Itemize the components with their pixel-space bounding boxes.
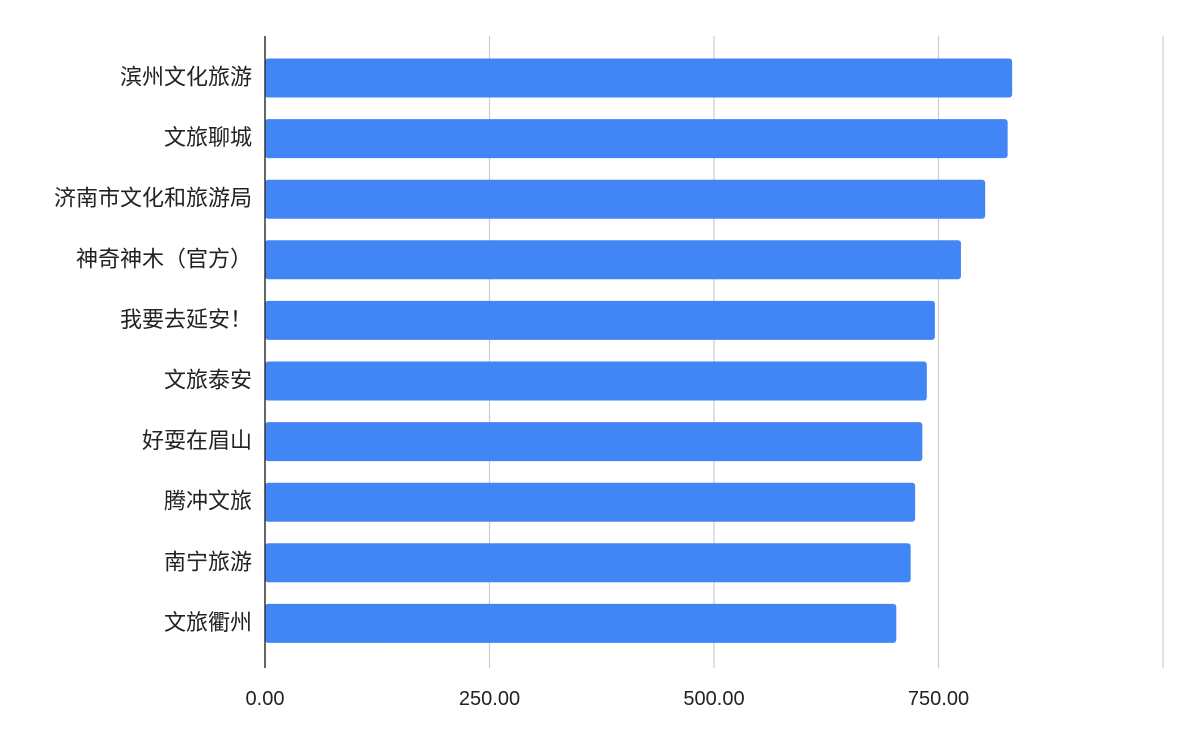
category-label: 济南市文化和旅游局 [54,187,252,212]
category-label: 滨州文化旅游 [120,66,252,91]
bar [265,300,935,340]
category-label: 腾冲文旅 [164,490,252,515]
category-label: 南宁旅游 [164,550,252,575]
x-tick-labels: 0.00 250.00 500.00 750.00 [246,688,970,710]
category-label: 文旅泰安 [164,369,252,394]
bar [265,543,911,583]
bar [265,482,916,522]
bar [265,603,897,643]
bar [265,119,1008,159]
bars [265,58,1013,643]
bar [265,422,923,462]
bar [265,179,986,219]
x-tick-label: 0.00 [246,688,285,710]
x-tick-label: 750.00 [908,688,969,710]
category-label: 我要去延安！ [120,308,252,333]
x-tick-label: 250.00 [459,688,520,710]
bar [265,240,961,280]
bar [265,58,1013,98]
category-label: 文旅聊城 [164,126,252,151]
x-tick-label: 500.00 [683,688,744,710]
category-label: 神奇神木（官方） [76,247,252,272]
category-label: 好耍在眉山 [142,429,252,454]
bar [265,361,927,401]
category-label: 文旅衢州 [164,611,252,636]
